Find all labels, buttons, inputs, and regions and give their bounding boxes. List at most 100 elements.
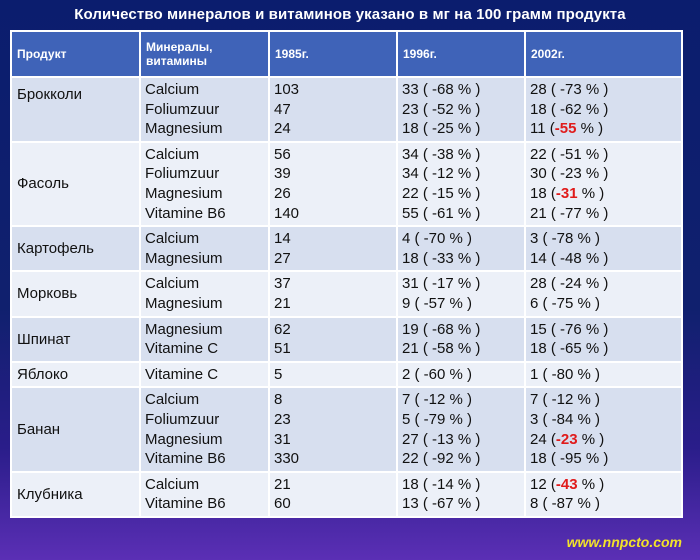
value-line: 4 ( -70 % ) <box>402 230 473 248</box>
value-2002-text: 28 ( -73 % ) <box>530 81 609 98</box>
value-line: Calcium <box>145 145 200 163</box>
value-2002-cell: 28 ( -24 % ) 6 ( -75 % ) <box>524 270 683 318</box>
value-line: 5 <box>274 365 283 383</box>
table-row: Морковь Calcium Magnesium 37 21 31 ( -17 % ) 9… <box>10 270 683 318</box>
nutrient-table: Продукт Минералы, витамины 1985г. 1996г.… <box>10 30 683 518</box>
value-1996-cell-lines: 31 ( -17 % ) 9 ( -57 % ) <box>398 272 524 315</box>
value-line: 3 ( -78 % ) <box>530 229 681 249</box>
value-line: Foliumzuur <box>145 165 220 183</box>
header-product: Продукт <box>10 30 141 78</box>
highlighted-change: -55 <box>554 120 577 138</box>
value-line: 26 <box>274 184 291 202</box>
slide-title: Количество минералов и витаминов указано… <box>74 6 626 23</box>
table-header-row: Продукт Минералы, витамины 1985г. 1996г.… <box>10 30 683 78</box>
value-line: 28 ( -24 % ) <box>530 274 681 294</box>
value-1996-cell: 4 ( -70 % ) 18 ( -33 % ) <box>396 225 526 273</box>
value-1985-cell: 62 51 <box>268 315 398 363</box>
value-1985-cell-lines: 62 51 <box>270 318 396 361</box>
value-1996-cell-lines: 19 ( -68 % ) 21 ( -58 % ) <box>398 318 524 361</box>
header-1996: 1996г. <box>396 30 526 78</box>
product-cell: Картофель <box>10 225 141 273</box>
value-line: 11 (-55 % ) <box>530 119 681 139</box>
value-2002-cell: 28 ( -73 % ) 18 ( -62 % ) 11 (-55 % ) <box>524 76 683 143</box>
value-line: 2 ( -60 % ) <box>402 365 473 383</box>
value-2002-text: 14 ( -48 % ) <box>530 249 609 267</box>
table-row: Шпинат Magnesium Vitamine C 62 51 19 ( -68 % … <box>10 315 683 363</box>
value-line: Magnesium <box>145 320 223 338</box>
value-line: 33 ( -68 % ) <box>402 81 481 98</box>
value-line: 9 ( -57 % ) <box>402 294 473 312</box>
value-2002-cell-lines: 12 (-43 % ) 8 ( -87 % ) <box>526 473 681 516</box>
value-line: 21 <box>274 294 291 312</box>
value-2002-suffix: % ) <box>577 184 605 202</box>
value-2002-cell-lines: 28 ( -24 % ) 6 ( -75 % ) <box>526 272 681 315</box>
nutrient-cell-lines: Calcium Vitamine B6 <box>141 473 268 516</box>
value-2002-text: 22 ( -51 % ) <box>530 145 609 163</box>
value-line: 6 ( -75 % ) <box>530 294 681 314</box>
value-2002-cell: 3 ( -78 % ) 14 ( -48 % ) <box>524 225 683 273</box>
value-line: 1 ( -80 % ) <box>530 365 681 385</box>
value-line: 37 <box>274 275 291 293</box>
value-1996-cell-lines: 4 ( -70 % ) 18 ( -33 % ) <box>398 227 524 270</box>
value-line: Vitamine B6 <box>145 450 226 468</box>
value-line: 60 <box>274 495 291 513</box>
header-2002: 2002г. <box>524 30 683 78</box>
value-line: 14 <box>274 230 291 248</box>
value-line: Calcium <box>145 391 200 409</box>
value-2002-text: 12 ( <box>530 475 556 493</box>
nutrient-cell: Calcium Foliumzuur Magnesium Vitamine B6 <box>139 140 270 228</box>
value-2002-text: 3 ( -78 % ) <box>530 230 601 248</box>
nutrient-cell-lines: Calcium Magnesium <box>141 272 268 315</box>
value-2002-cell: 7 ( -12 % ) 3 ( -84 % ) 24 (-23 % ) 18 ( -9… <box>524 386 683 473</box>
value-2002-text: 24 ( <box>530 430 556 448</box>
value-1985-cell: 37 21 <box>268 270 398 318</box>
value-1985-cell: 21 60 <box>268 470 398 518</box>
value-2002-suffix: % ) <box>576 120 604 138</box>
value-1985-cell: 5 <box>268 360 398 389</box>
value-1985-cell-lines: 8 23 31 330 <box>270 388 396 470</box>
value-1996-cell-lines: 18 ( -14 % ) 13 ( -67 % ) <box>398 473 524 516</box>
nutrient-cell: Calcium Magnesium <box>139 225 270 273</box>
value-line: 330 <box>274 450 300 468</box>
value-2002-text: 3 ( -84 % ) <box>530 410 601 428</box>
value-2002-text: 21 ( -77 % ) <box>530 204 609 222</box>
value-line: 27 ( -13 % ) <box>402 430 481 448</box>
value-line: 51 <box>274 340 291 358</box>
value-2002-text: 15 ( -76 % ) <box>530 320 609 338</box>
value-line: 13 ( -67 % ) <box>402 495 481 513</box>
value-line: Calcium <box>145 81 200 98</box>
value-line: Magnesium <box>145 430 223 448</box>
value-line: Vitamine C <box>145 365 219 383</box>
value-line: 18 (-31 % ) <box>530 184 681 204</box>
value-line: 47 <box>274 100 291 118</box>
nutrient-cell-lines: Calcium Foliumzuur Magnesium Vitamine B6 <box>141 143 268 225</box>
value-line: 30 ( -23 % ) <box>530 164 681 184</box>
value-1985-cell-lines: 21 60 <box>270 473 396 516</box>
value-2002-text: 18 ( <box>530 184 556 202</box>
value-2002-cell-lines: 1 ( -80 % ) <box>526 363 681 387</box>
nutrient-cell: Calcium Vitamine B6 <box>139 470 270 518</box>
value-2002-cell-lines: 15 ( -76 % ) 18 ( -65 % ) <box>526 318 681 361</box>
value-line: 34 ( -12 % ) <box>402 165 481 183</box>
value-2002-suffix: % ) <box>577 430 605 448</box>
value-line: 15 ( -76 % ) <box>530 320 681 340</box>
table-row: Фасоль Calcium Foliumzuur Magnesium Vitamine… <box>10 140 683 228</box>
value-1985-cell-lines: 14 27 <box>270 227 396 270</box>
value-2002-text: 6 ( -75 % ) <box>530 294 601 312</box>
value-line: 19 ( -68 % ) <box>402 320 481 338</box>
value-1996-cell: 2 ( -60 % ) <box>396 360 526 389</box>
highlighted-change: -23 <box>555 430 578 448</box>
table-row: Клубника Calcium Vitamine B6 21 60 18 ( -14 %… <box>10 470 683 518</box>
value-line: 18 ( -14 % ) <box>402 475 481 493</box>
value-line: 18 ( -25 % ) <box>402 120 481 138</box>
value-line: 103 <box>274 81 300 98</box>
value-line: 22 ( -15 % ) <box>402 184 481 202</box>
header-minerals: Минералы, витамины <box>139 30 270 78</box>
product-cell: Банан <box>10 386 141 473</box>
value-line: 140 <box>274 204 300 222</box>
value-line: 18 ( -95 % ) <box>530 449 681 469</box>
value-1996-cell-lines: 2 ( -60 % ) <box>398 363 524 387</box>
value-line: 34 ( -38 % ) <box>402 145 481 163</box>
value-line: 18 ( -33 % ) <box>402 249 481 267</box>
value-1996-cell: 33 ( -68 % ) 23 ( -52 % ) 18 ( -25 % ) <box>396 76 526 143</box>
